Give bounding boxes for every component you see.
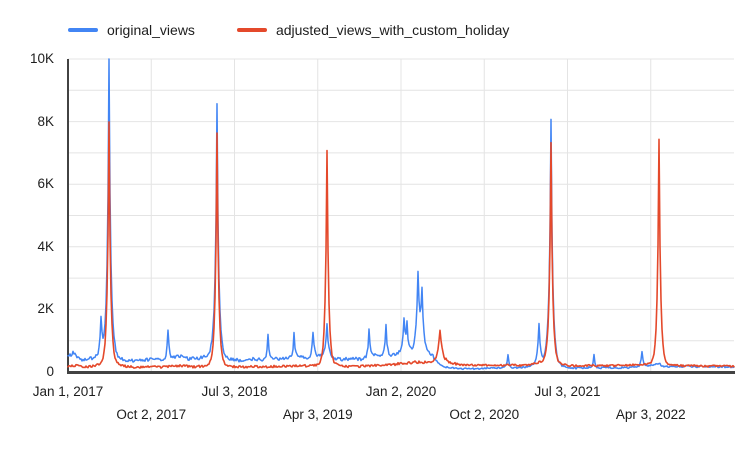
legend-item-adjusted-views: adjusted_views_with_custom_holiday — [236, 22, 510, 38]
x-axis-tick-jul-2021: Jul 3, 2021 — [534, 384, 601, 399]
x-axis-tick-apr-2022: Apr 3, 2022 — [615, 407, 686, 422]
x-axis-tick-apr-2019: Apr 3, 2019 — [282, 407, 353, 422]
y-axis-tick-10k: 10K — [29, 51, 54, 66]
y-axis-tick-8k: 8K — [37, 113, 54, 129]
legend-item-original-views: original_views — [68, 22, 195, 38]
x-axis-tick-jul-2018: Jul 3, 2018 — [201, 384, 268, 399]
y-axis-tick-6k: 6K — [37, 176, 54, 192]
y-axis-tick-0: 0 — [46, 364, 54, 379]
legend: original_views adjusted_views_with_custo… — [68, 22, 509, 38]
legend-swatch-blue-line — [68, 28, 98, 32]
legend-swatch-red-line — [236, 28, 267, 32]
y-axis-tick-4k: 4K — [37, 238, 54, 254]
legend-label-original-views: original_views — [107, 22, 195, 38]
x-axis-tick-oct-2020: Oct 2, 2020 — [449, 407, 520, 422]
x-axis-tick-jan-2020: Jan 2, 2020 — [365, 384, 437, 399]
legend-label-adjusted-views: adjusted_views_with_custom_holiday — [275, 22, 510, 38]
x-axis-tick-oct-2017: Oct 2, 2017 — [116, 407, 187, 422]
y-axis-tick-2k: 2K — [37, 301, 54, 317]
x-axis-tick-jan-2017: Jan 1, 2017 — [32, 384, 104, 399]
